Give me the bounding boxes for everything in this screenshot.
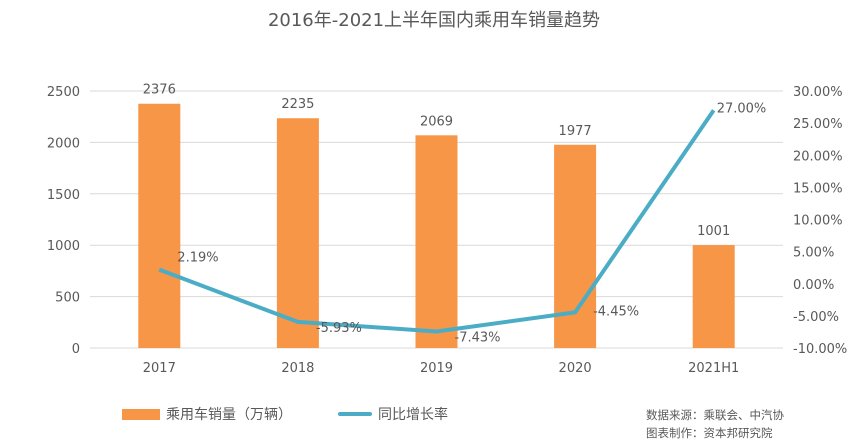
left-tick-label: 1500 [47, 188, 80, 203]
line-data-label: -5.93% [316, 321, 362, 336]
legend-swatch-bar [122, 408, 160, 420]
right-tick-label: 20.00% [793, 149, 843, 164]
right-tick-label: 10.00% [793, 214, 843, 229]
bar-data-label: 2376 [143, 83, 176, 98]
x-tick-label: 2018 [281, 361, 314, 376]
bar-data-label: 1977 [559, 124, 592, 139]
bar-data-label: 1001 [697, 224, 730, 239]
right-tick-label: 15.00% [793, 181, 843, 196]
left-tick-label: 2500 [47, 85, 80, 100]
left-tick-label: 0 [72, 342, 80, 357]
left-tick-label: 1000 [47, 239, 80, 254]
chart-title: 2016年-2021上半年国内乘用车销量趋势 [267, 10, 601, 31]
right-tick-label: -10.00% [793, 342, 847, 357]
right-tick-label: -5.00% [793, 310, 839, 325]
source-line-1: 数据来源：乘联会、中汽协 [646, 408, 784, 422]
bar [554, 144, 597, 348]
source-line-2: 图表制作：资本邦研究院 [646, 426, 773, 440]
right-tick-label: 0.00% [793, 278, 834, 293]
x-tick-label: 2017 [143, 361, 176, 376]
legend-label-growth: 同比增长率 [378, 407, 448, 423]
legend-item-growth: 同比增长率 [338, 404, 448, 424]
right-tick-label: 25.00% [793, 117, 843, 132]
left-tick-label: 500 [55, 291, 80, 306]
legend-label-sales: 乘用车销量（万辆） [166, 407, 292, 423]
left-tick-label: 2000 [47, 136, 80, 151]
line-data-label: -4.45% [593, 304, 639, 319]
source-note: 数据来源：乘联会、中汽协 图表制作：资本邦研究院 [646, 406, 784, 442]
legend-swatch-line [338, 412, 372, 416]
line-data-label: 2.19% [177, 251, 218, 266]
x-tick-label: 2019 [420, 361, 453, 376]
line-data-label: -7.43% [455, 330, 501, 345]
legend-item-sales: 乘用车销量（万辆） [122, 404, 292, 424]
x-tick-label: 2021H1 [688, 361, 739, 376]
right-tick-label: 5.00% [793, 246, 834, 261]
right-tick-label: 30.00% [793, 85, 843, 100]
bar-data-label: 2069 [420, 114, 453, 129]
bar [415, 135, 458, 348]
x-tick-label: 2020 [559, 361, 592, 376]
bar [276, 118, 319, 348]
bar [138, 103, 181, 349]
bar [692, 245, 735, 348]
line-data-label: 27.00% [717, 101, 767, 116]
bar-data-label: 2235 [281, 97, 314, 112]
